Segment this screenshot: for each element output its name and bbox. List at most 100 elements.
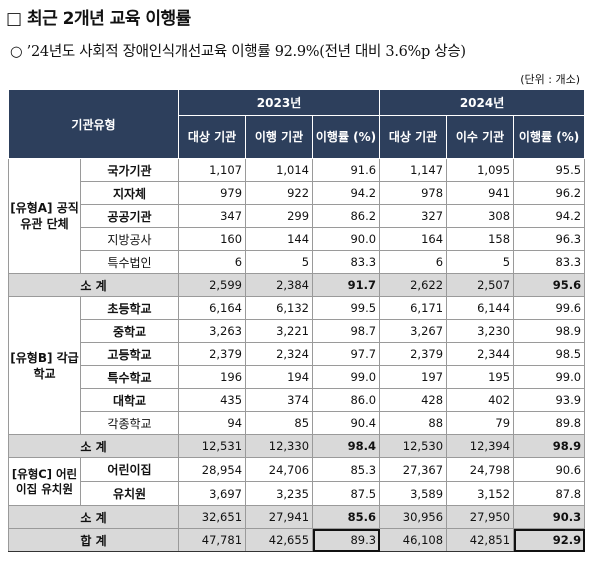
row-name: 각종학교 bbox=[79, 411, 180, 435]
cell: 1,095 bbox=[446, 158, 515, 182]
cell: 3,267 bbox=[379, 319, 448, 343]
cell: 47,781 bbox=[178, 528, 247, 552]
cell: 91.6 bbox=[312, 158, 381, 182]
table-row: 대학교 435 374 86.0 428 402 93.9 bbox=[9, 388, 586, 412]
table-row: 지방공사 160 144 90.0 164 158 96.3 bbox=[9, 227, 586, 251]
cell: 95.5 bbox=[513, 158, 586, 182]
cell: 979 bbox=[178, 181, 247, 205]
header-org-type: 기관유형 bbox=[7, 89, 180, 159]
cell: 6,164 bbox=[178, 296, 247, 320]
cell: 6,132 bbox=[245, 296, 314, 320]
cell: 144 bbox=[245, 227, 314, 251]
cell: 86.2 bbox=[312, 204, 381, 228]
cell: 6 bbox=[379, 250, 448, 274]
table-row: 유치원 3,697 3,235 87.5 3,589 3,152 87.8 bbox=[9, 481, 586, 506]
header-year-2023: 2023년 bbox=[178, 89, 381, 116]
cell: 12,394 bbox=[446, 434, 515, 458]
cell: 2,507 bbox=[446, 273, 515, 297]
cell: 6,171 bbox=[379, 296, 448, 320]
cell: 87.8 bbox=[513, 481, 586, 506]
header-2024-rate: 이행률 (%) bbox=[513, 115, 586, 159]
cell: 197 bbox=[379, 365, 448, 389]
cell: 374 bbox=[245, 388, 314, 412]
cell: 96.3 bbox=[513, 227, 586, 251]
row-name: 고등학교 bbox=[79, 342, 180, 366]
header-2023-done: 이행 기관 bbox=[245, 115, 314, 159]
table-row: 공공기관 347 299 86.2 327 308 94.2 bbox=[9, 204, 586, 228]
header-2023-target: 대상 기관 bbox=[178, 115, 247, 159]
cell: 196 bbox=[178, 365, 247, 389]
cell: 30,956 bbox=[379, 505, 448, 529]
cell: 3,589 bbox=[379, 481, 448, 506]
cell: 24,706 bbox=[245, 457, 314, 482]
cell: 1,107 bbox=[178, 158, 247, 182]
cell: 3,152 bbox=[446, 481, 515, 506]
cell: 12,330 bbox=[245, 434, 314, 458]
cell: 12,530 bbox=[379, 434, 448, 458]
subtotal-row-b: 소 계 12,531 12,330 98.4 12,530 12,394 98.… bbox=[7, 434, 586, 458]
cell: 6,144 bbox=[446, 296, 515, 320]
table-row: 특수학교 196 194 99.0 197 195 99.0 bbox=[9, 365, 586, 389]
cell: 941 bbox=[446, 181, 515, 205]
cell: 6 bbox=[178, 250, 247, 274]
row-name: 지방공사 bbox=[79, 227, 180, 251]
cell: 86.0 bbox=[312, 388, 381, 412]
cell: 85 bbox=[245, 411, 314, 435]
cell: 164 bbox=[379, 227, 448, 251]
cell: 1,014 bbox=[245, 158, 314, 182]
cell: 160 bbox=[178, 227, 247, 251]
cell: 90.4 bbox=[312, 411, 381, 435]
cell: 2,379 bbox=[178, 342, 247, 366]
cell: 28,954 bbox=[178, 457, 247, 482]
cell: 32,651 bbox=[178, 505, 247, 529]
cell: 96.2 bbox=[513, 181, 586, 205]
cell: 299 bbox=[245, 204, 314, 228]
cell: 3,697 bbox=[178, 481, 247, 506]
cell: 3,235 bbox=[245, 481, 314, 506]
row-name: 중학교 bbox=[79, 319, 180, 343]
cell: 27,950 bbox=[446, 505, 515, 529]
subtotal-row-a: 소 계 2,599 2,384 91.7 2,622 2,507 95.6 bbox=[7, 273, 586, 297]
row-name: 국가기관 bbox=[79, 158, 180, 182]
cell: 27,367 bbox=[379, 457, 448, 482]
cell: 194 bbox=[245, 365, 314, 389]
cell: 85.3 bbox=[312, 457, 381, 482]
total-row: 합 계 47,781 42,655 89.3 46,108 42,851 92.… bbox=[7, 528, 586, 552]
cell: 347 bbox=[178, 204, 247, 228]
cell: 90.3 bbox=[513, 505, 586, 529]
header-2024-target: 대상 기관 bbox=[379, 115, 448, 159]
cell: 98.7 bbox=[312, 319, 381, 343]
cell: 95.6 bbox=[513, 273, 586, 297]
row-name: 특수학교 bbox=[79, 365, 180, 389]
cell: 42,655 bbox=[245, 528, 314, 552]
row-name: 지자체 bbox=[79, 181, 180, 205]
cell: 94.2 bbox=[513, 204, 586, 228]
cell: 435 bbox=[178, 388, 247, 412]
row-name: 유치원 bbox=[79, 481, 180, 506]
group-label-c: [유형C] 어린이집 유치원 bbox=[8, 457, 81, 506]
subtotal-label: 소 계 bbox=[7, 505, 180, 529]
cell: 90.0 bbox=[312, 227, 381, 251]
cell: 308 bbox=[446, 204, 515, 228]
completion-rate-table: 기관유형 2023년 2024년 대상 기관 이행 기관 이행률 (%) 대상 … bbox=[7, 89, 586, 552]
table-row: 특수법인 6 5 83.3 6 5 83.3 bbox=[9, 250, 586, 274]
cell: 46,108 bbox=[379, 528, 448, 552]
cell: 3,263 bbox=[178, 319, 247, 343]
row-name: 대학교 bbox=[79, 388, 180, 412]
row-name: 특수법인 bbox=[79, 250, 180, 274]
group-label-a: [유형A] 공직 유관 단체 bbox=[8, 158, 81, 274]
cell: 99.0 bbox=[513, 365, 586, 389]
cell: 402 bbox=[446, 388, 515, 412]
table-row: 각종학교 94 85 90.4 88 79 89.8 bbox=[9, 411, 586, 435]
cell: 99.6 bbox=[513, 296, 586, 320]
cell: 2,344 bbox=[446, 342, 515, 366]
cell: 2,384 bbox=[245, 273, 314, 297]
table-row: [유형A] 공직 유관 단체 국가기관 1,107 1,014 91.6 1,1… bbox=[8, 158, 586, 274]
cell: 90.6 bbox=[513, 457, 586, 482]
cell: 195 bbox=[446, 365, 515, 389]
total-label: 합 계 bbox=[7, 528, 180, 552]
cell: 99.5 bbox=[312, 296, 381, 320]
table-row: [유형B] 각급 학교 초등학교 6,164 6,132 99.5 6,171 … bbox=[8, 296, 586, 435]
cell: 98.4 bbox=[312, 434, 381, 458]
cell: 91.7 bbox=[312, 273, 381, 297]
